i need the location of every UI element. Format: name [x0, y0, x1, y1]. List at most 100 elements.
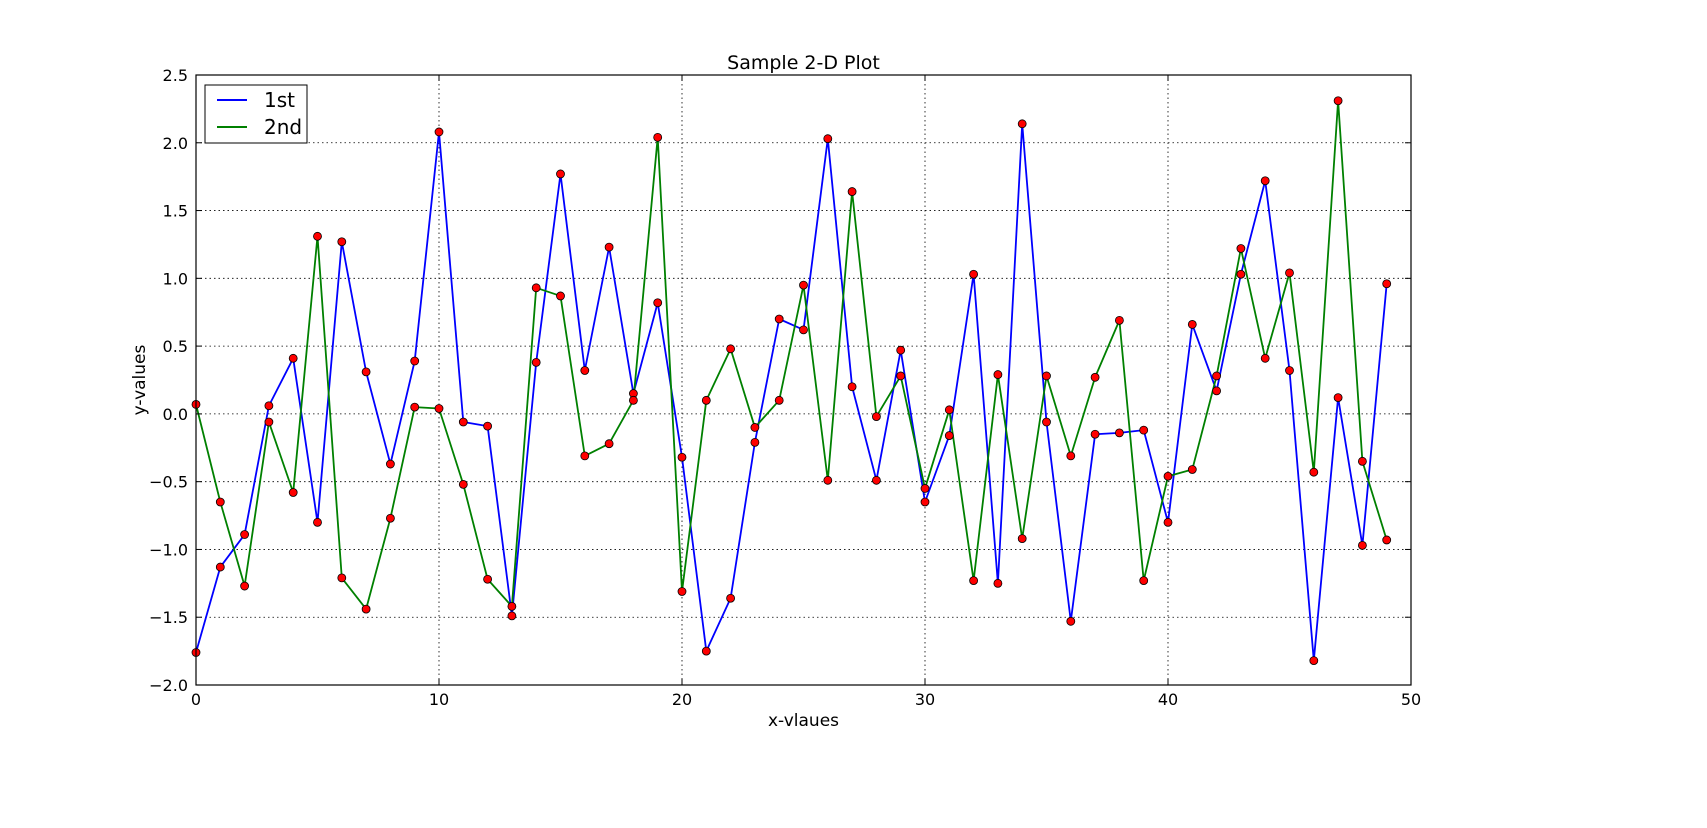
- data-point-2nd: [896, 371, 906, 381]
- y-tick-label: 0.0: [163, 405, 188, 424]
- legend: 1st 2nd: [204, 84, 308, 144]
- data-point-1st: [1382, 279, 1392, 289]
- data-point-1st: [507, 611, 517, 621]
- x-tick-label: 0: [191, 690, 201, 709]
- data-point-1st: [1066, 616, 1076, 626]
- data-point-2nd: [1187, 465, 1197, 474]
- series-line-1st: [195, 122, 1388, 662]
- data-point-2nd: [1382, 535, 1392, 545]
- data-point-2nd: [410, 402, 420, 412]
- data-point-2nd: [969, 576, 978, 586]
- data-point-1st: [872, 475, 881, 485]
- data-point-1st: [1139, 425, 1149, 435]
- data-point-2nd: [1358, 456, 1367, 466]
- y-tick-label: −0.5: [149, 473, 188, 492]
- x-tick-label: 20: [672, 690, 692, 709]
- data-point-2nd: [1042, 371, 1051, 381]
- data-point-1st: [531, 357, 541, 367]
- data-point-2nd: [556, 291, 565, 301]
- data-point-2nd: [774, 395, 784, 405]
- axis-ticks: 0 10 20 30 40 50 −2.0 −1.5 −1.0 −0.5 0.0 0.5 1.0 1.5 2…: [149, 66, 1421, 709]
- data-point-2nd: [288, 488, 298, 497]
- data-point-2nd: [1066, 451, 1076, 461]
- legend-box: [204, 84, 308, 144]
- data-point-2nd: [385, 513, 395, 523]
- data-point-1st: [920, 497, 930, 507]
- y-tick-label: 2.5: [163, 66, 188, 85]
- data-point-1st: [604, 242, 614, 252]
- series-line-2nd: [195, 99, 1388, 610]
- data-point-1st: [288, 353, 298, 363]
- data-point-2nd: [847, 187, 857, 196]
- data-point-2nd: [458, 479, 468, 489]
- data-point-1st: [410, 356, 420, 366]
- data-point-2nd: [483, 574, 493, 584]
- data-point-1st: [580, 366, 590, 375]
- data-point-2nd: [531, 283, 541, 293]
- data-point-2nd: [653, 132, 663, 142]
- data-point-2nd: [1139, 576, 1149, 586]
- data-point-1st: [556, 169, 565, 179]
- x-tick-label: 40: [1158, 690, 1178, 709]
- data-point-2nd: [701, 395, 711, 405]
- data-point-2nd: [1236, 244, 1246, 253]
- data-point-2nd: [1212, 371, 1221, 381]
- data-point-1st: [434, 127, 444, 137]
- data-point-1st: [215, 562, 225, 572]
- legend-label-2nd: 2nd: [264, 115, 302, 139]
- data-point-1st: [1115, 428, 1124, 438]
- data-point-2nd: [1260, 353, 1270, 363]
- data-point-1st: [993, 578, 1003, 588]
- data-point-1st: [726, 593, 735, 603]
- data-point-1st: [823, 134, 833, 144]
- data-point-2nd: [580, 451, 590, 461]
- data-point-1st: [483, 421, 493, 431]
- y-tick-label: 2.0: [163, 134, 188, 153]
- y-tick-label: −2.0: [149, 676, 188, 695]
- data-point-1st: [1309, 656, 1319, 665]
- data-point-1st: [799, 325, 808, 335]
- data-point-2nd: [604, 439, 614, 449]
- data-point-2nd: [750, 423, 760, 432]
- data-point-1st: [1187, 320, 1197, 329]
- data-point-2nd: [993, 370, 1003, 379]
- x-axis-label: x-vlaues: [768, 711, 839, 731]
- data-point-2nd: [215, 497, 225, 507]
- data-point-2nd: [872, 412, 881, 422]
- data-point-1st: [361, 367, 371, 377]
- data-point-2nd: [361, 604, 371, 614]
- data-point-2nd: [240, 581, 250, 591]
- data-point-1st: [1017, 119, 1027, 129]
- data-point-1st: [240, 530, 250, 539]
- data-point-2nd: [1090, 372, 1100, 382]
- data-point-1st: [1358, 540, 1367, 550]
- data-point-2nd: [799, 280, 808, 290]
- data-point-2nd: [1333, 96, 1343, 106]
- data-point-2nd: [677, 587, 687, 596]
- data-point-1st: [1212, 386, 1221, 396]
- y-tick-label: −1.0: [149, 540, 188, 559]
- data-markers: [191, 96, 1392, 665]
- data-point-1st: [750, 437, 760, 447]
- data-point-1st: [337, 237, 347, 247]
- series-lines: [195, 99, 1388, 662]
- data-point-1st: [385, 459, 395, 469]
- data-point-1st: [847, 382, 857, 392]
- data-point-1st: [1333, 393, 1343, 403]
- data-point-2nd: [313, 231, 322, 241]
- data-point-1st: [313, 517, 322, 527]
- data-point-2nd: [264, 417, 274, 427]
- data-point-1st: [944, 431, 954, 440]
- data-point-1st: [896, 345, 906, 355]
- data-point-2nd: [1309, 467, 1319, 477]
- y-tick-label: 1.0: [163, 269, 188, 288]
- data-point-1st: [264, 401, 274, 411]
- data-point-1st: [1236, 269, 1246, 279]
- chart-title: Sample 2-D Plot: [727, 52, 880, 74]
- data-point-1st: [774, 314, 784, 324]
- y-tick-label: −1.5: [149, 608, 188, 627]
- data-point-2nd: [507, 601, 517, 611]
- data-point-1st: [1042, 417, 1051, 427]
- legend-label-1st: 1st: [264, 88, 295, 112]
